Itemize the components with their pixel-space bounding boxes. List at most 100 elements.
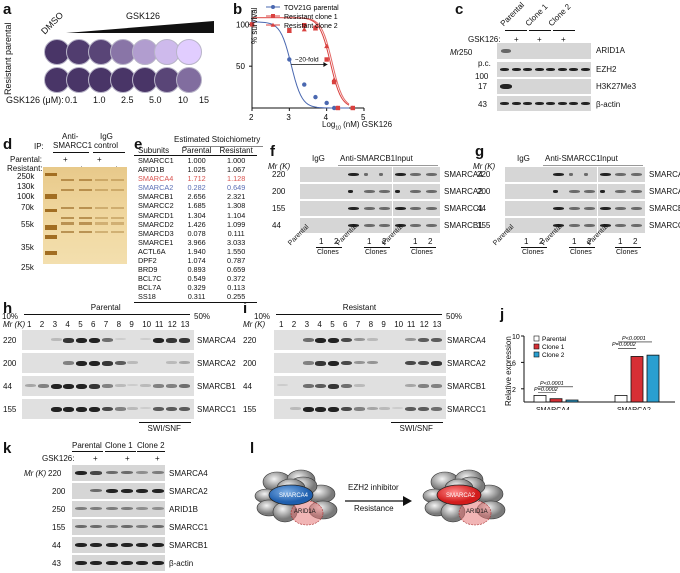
gsk126-gradient-label: GSK126 xyxy=(126,11,161,21)
ip-label: IP: xyxy=(34,142,44,151)
band xyxy=(89,407,100,412)
dose-2: 2.5 xyxy=(121,95,134,105)
band xyxy=(341,384,352,388)
table-row: SMARCA2 0.282 0.649 xyxy=(134,183,257,192)
blot-smarca2 xyxy=(274,353,446,373)
cell-parental: 0.311 xyxy=(187,292,206,302)
table-row: SMARCD3 0.078 0.111 xyxy=(134,229,257,238)
protein-label: SMARCA2 xyxy=(447,359,486,368)
blot-arid1a xyxy=(497,43,591,59)
blot-smarcc1 xyxy=(22,399,194,419)
band xyxy=(75,507,87,510)
band xyxy=(341,361,352,366)
band xyxy=(630,207,642,210)
band xyxy=(120,489,133,493)
mw-h3k27me3: 17 xyxy=(478,82,487,91)
col-clone2: Clone 2 xyxy=(546,2,573,28)
pc-label: p.c. xyxy=(478,59,491,68)
table-row: DPF2 1.074 0.787 xyxy=(134,256,257,265)
band xyxy=(425,173,437,176)
band xyxy=(328,361,340,366)
table-row: SS18 0.311 0.255 xyxy=(134,292,257,302)
cell-parental: 1.940 xyxy=(187,246,206,256)
band xyxy=(630,224,642,227)
band xyxy=(417,361,429,366)
mw-actin: 43 xyxy=(478,100,487,109)
resistant-dish xyxy=(110,67,136,93)
protein-label: SMARCA4 xyxy=(649,170,680,179)
blot-smarca2 xyxy=(505,184,645,199)
band xyxy=(151,525,164,529)
blot-smarca4 xyxy=(22,330,194,350)
protein-label: SMARCA4 xyxy=(197,336,236,345)
band xyxy=(615,207,626,210)
panel-l-label: l xyxy=(250,440,255,457)
band xyxy=(151,561,164,565)
cell-parental: 3.966 xyxy=(187,237,206,247)
blot-smarca2 xyxy=(300,184,440,199)
band xyxy=(151,489,164,493)
svg-text:2: 2 xyxy=(512,387,516,394)
svg-text:2: 2 xyxy=(249,113,254,122)
cell-subunit: BCL7A xyxy=(138,283,162,293)
mw-label: 220 xyxy=(477,170,491,179)
panel-g-label: g xyxy=(475,143,485,160)
fraction-number: 9 xyxy=(381,320,386,329)
lane-2: 2 xyxy=(382,237,387,246)
band xyxy=(153,384,164,388)
svg-text:50: 50 xyxy=(236,62,245,71)
band xyxy=(379,207,390,210)
group2-line2: control xyxy=(94,141,119,150)
fraction-number: 13 xyxy=(180,320,190,329)
blot-smarcc1 xyxy=(274,399,446,419)
group-label: IgG xyxy=(312,154,325,163)
cell-resistant: 0.649 xyxy=(227,183,246,193)
svg-text:5: 5 xyxy=(361,113,366,122)
panel-k-label: k xyxy=(3,440,12,457)
group-label: Input xyxy=(395,154,413,163)
plus-2: + xyxy=(537,35,542,44)
band xyxy=(584,207,595,210)
band xyxy=(136,543,149,547)
band xyxy=(630,190,642,193)
band xyxy=(430,384,442,388)
k-col-parental: Parental xyxy=(72,441,102,450)
mr-label: Mr (K) xyxy=(473,162,496,171)
col-parental: Parental xyxy=(498,0,527,28)
band xyxy=(363,173,368,176)
table-row: SMARCA4 1.712 1.128 xyxy=(134,174,257,183)
protein-label: SMARCC1 xyxy=(649,221,680,230)
band xyxy=(417,407,429,412)
band xyxy=(37,384,49,388)
marker-100k: 100k xyxy=(17,192,35,201)
mw-label: 250 xyxy=(52,505,66,514)
band xyxy=(127,361,139,364)
right-main-label: SMARCA2 xyxy=(446,493,476,499)
protein-label: β-actin xyxy=(169,559,194,568)
band xyxy=(151,471,164,474)
band xyxy=(105,471,118,475)
protein-label: SMARCB1 xyxy=(197,382,236,391)
band xyxy=(165,384,177,388)
cell-resistant: 0.255 xyxy=(227,292,246,302)
blot-smarcb1 xyxy=(22,376,194,396)
band xyxy=(394,207,406,210)
group-label: Anti-SMARCB1 xyxy=(340,154,396,163)
cell-subunit: ACTL6A xyxy=(138,246,166,256)
protein-actin: β-actin xyxy=(596,100,621,109)
fraction-number: 1 xyxy=(279,320,284,329)
band xyxy=(140,338,152,341)
lane-parental: Parental xyxy=(492,223,516,247)
band xyxy=(615,190,626,193)
protein-h3k27me3: H3K27Me3 xyxy=(596,82,637,91)
band xyxy=(394,173,406,176)
band xyxy=(584,190,595,193)
band xyxy=(523,102,532,105)
band xyxy=(151,543,164,547)
group-label: IgG xyxy=(517,154,530,163)
cell-subunit: BCL7C xyxy=(138,274,162,284)
parental-dish xyxy=(176,39,202,65)
band xyxy=(75,543,87,547)
band xyxy=(553,224,564,227)
band xyxy=(302,361,314,365)
